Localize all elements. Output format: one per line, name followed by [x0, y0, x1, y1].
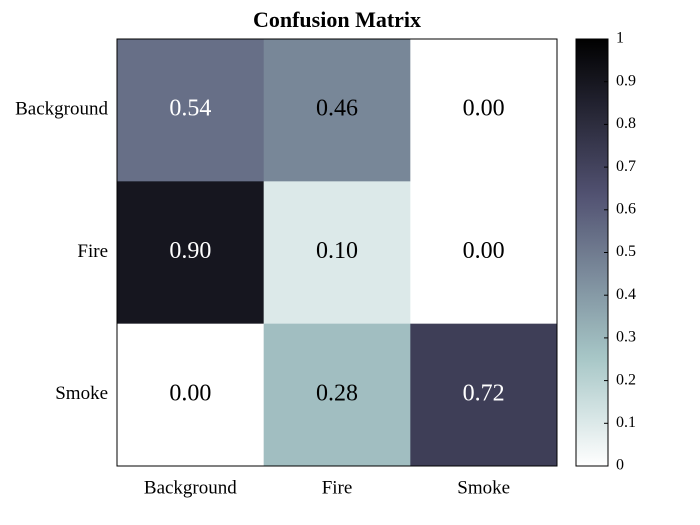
x-tick-label: Smoke: [457, 477, 510, 498]
heatmap-cell: [410, 39, 558, 182]
heatmap-cell: [410, 323, 558, 467]
colorbar-tick-label: 0: [616, 457, 624, 474]
cell-value-label: 0.46: [316, 96, 358, 122]
colorbar-tick-label: 0.4: [616, 286, 636, 303]
heatmap-cells: [117, 39, 558, 467]
heatmap-cell: [117, 323, 265, 467]
heatmap-cell: [117, 39, 265, 182]
cell-value-label: 0.00: [169, 380, 211, 406]
colorbar-tick-label: 0.6: [616, 200, 636, 217]
heatmap-cell: [117, 181, 265, 325]
cell-value-label: 0.00: [463, 96, 505, 122]
y-tick-label: Smoke: [55, 383, 108, 404]
heatmap-cell: [263, 181, 411, 325]
x-tick-label: Background: [144, 477, 237, 498]
colorbar-tick-label: 0.8: [616, 115, 636, 132]
cell-value-label: 0.00: [463, 238, 505, 264]
heatmap-cell: [263, 323, 411, 467]
heatmap-cell: [410, 181, 558, 325]
y-tick-label: Fire: [77, 241, 108, 262]
colorbar-tick-label: 0.5: [616, 243, 636, 260]
colorbar: [575, 38, 609, 467]
y-tick-label: Background: [15, 99, 108, 120]
heatmap-cell: [263, 39, 411, 182]
chart-title: Confusion Matrix: [253, 7, 421, 32]
colorbar-tick-label: 0.2: [616, 371, 636, 388]
colorbar-tick-label: 0.9: [616, 72, 636, 89]
colorbar-tick-label: 0.7: [616, 158, 636, 175]
cell-value-label: 0.90: [169, 238, 211, 264]
x-tick-label: Fire: [322, 477, 353, 498]
colorbar-tick-label: 0.1: [616, 414, 636, 431]
colorbar-tick-label: 1: [616, 30, 624, 47]
cell-value-label: 0.28: [316, 380, 358, 406]
cell-value-label: 0.72: [463, 380, 505, 406]
cell-value-label: 0.10: [316, 238, 358, 264]
plot-frame: [116, 38, 558, 467]
colorbar-tick-label: 0.3: [616, 329, 636, 346]
cell-value-label: 0.54: [169, 96, 211, 122]
